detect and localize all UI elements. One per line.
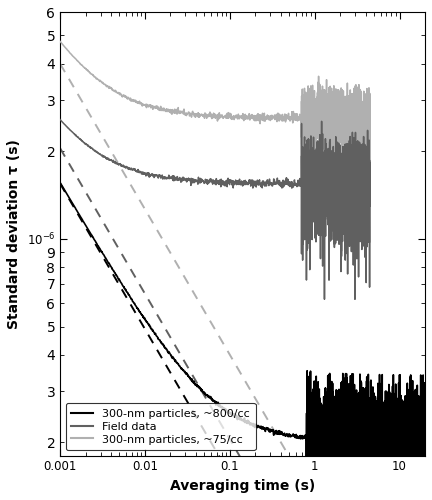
X-axis label: Averaging time (s): Averaging time (s) [170,479,315,493]
Y-axis label: Standard deviation τ (s): Standard deviation τ (s) [7,139,21,329]
Legend: 300-nm particles, ~800/cc, Field data, 300-nm particles, ~75/cc: 300-nm particles, ~800/cc, Field data, 3… [66,403,256,450]
